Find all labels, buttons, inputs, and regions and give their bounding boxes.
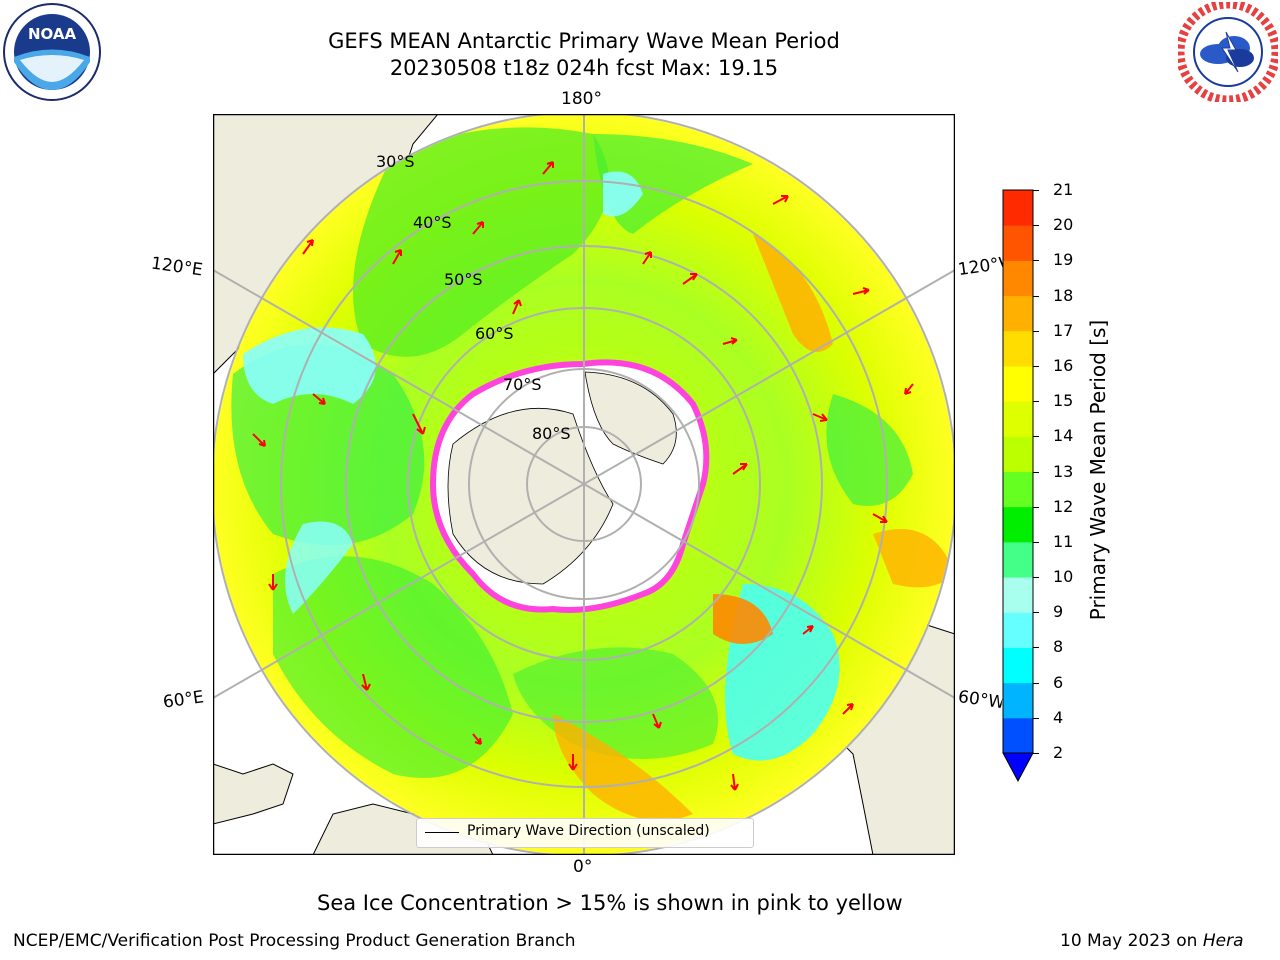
- polar-map: [213, 114, 955, 855]
- wave-arrows: [252, 161, 914, 791]
- footer-credit: NCEP/EMC/Verification Post Processing Pr…: [13, 931, 576, 951]
- map-title: GEFS MEAN Antarctic Primary Wave Mean Pe…: [328, 29, 840, 53]
- map-subtitle: 20230508 t18z 024h fcst Max: 19.15: [389, 56, 779, 80]
- colorbar-tick-mark: [1033, 260, 1039, 262]
- lat-label-30s: 30°S: [376, 152, 415, 171]
- colorbar-cell: [1003, 401, 1033, 437]
- lat-label-80s: 80°S: [532, 424, 571, 443]
- colorbar-cell: [1003, 295, 1033, 332]
- colorbar-tick-label: 11: [1053, 531, 1074, 551]
- colorbar-tick-mark: [1033, 330, 1039, 332]
- colorbar-cell: [1003, 190, 1033, 226]
- colorbar-tick-mark: [1033, 577, 1039, 579]
- lon-label-0: 0°: [573, 857, 593, 877]
- colorbar-tick-label: 19: [1053, 250, 1074, 270]
- colorbar-tick-mark: [1033, 401, 1039, 403]
- colorbar-cell: [1003, 471, 1033, 508]
- colorbar-tick-label: 8: [1053, 637, 1064, 657]
- colorbar-tick-label: 16: [1053, 355, 1074, 375]
- colorbar-tick-label: 4: [1053, 707, 1064, 727]
- colorbar-tick-label: 9: [1053, 602, 1064, 622]
- lon-label-180: 180°: [561, 89, 602, 109]
- colorbar-tick-label: 6: [1053, 672, 1064, 692]
- colorbar-tick-label: 15: [1053, 391, 1074, 411]
- map-legend: Primary Wave Direction (unscaled): [416, 818, 754, 848]
- legend-line-sample: [425, 832, 459, 833]
- lon-label-120e: 120°E: [149, 253, 204, 281]
- colorbar-cell: [1003, 577, 1033, 613]
- colorbar-tick-mark: [1033, 647, 1039, 649]
- colorbar: [1002, 189, 1034, 783]
- legend-text: Primary Wave Direction (unscaled): [467, 823, 710, 839]
- colorbar-tick-label: 14: [1053, 426, 1074, 446]
- ice-caption: Sea Ice Concentration > 15% is shown in …: [317, 891, 903, 915]
- colorbar-cell: [1003, 506, 1033, 543]
- lat-label-40s: 40°S: [413, 213, 452, 232]
- footer-date-text: 10 May 2023 on: [1060, 931, 1203, 951]
- lon-label-60w: 60°W: [956, 687, 1004, 713]
- colorbar-tick-label: 21: [1053, 180, 1074, 199]
- colorbar-tick-mark: [1033, 717, 1039, 719]
- colorbar-tick-label: 20: [1053, 215, 1074, 235]
- colorbar-tick-mark: [1033, 471, 1039, 473]
- colorbar-tick-label: 18: [1053, 285, 1074, 305]
- colorbar-cell: [1003, 260, 1033, 297]
- colorbar-tick-label: 10: [1053, 567, 1074, 587]
- colorbar-cell: [1003, 330, 1033, 367]
- colorbar-tick-mark: [1033, 365, 1039, 367]
- colorbar-tick-mark: [1033, 190, 1039, 191]
- colorbar-tick-mark: [1033, 612, 1039, 614]
- colorbar-cell: [1003, 541, 1033, 578]
- colorbar-tick-label: 12: [1053, 496, 1074, 516]
- footer-machine: Hera: [1202, 931, 1244, 951]
- colorbar-tick-mark: [1033, 295, 1039, 297]
- footer-date: 10 May 2023 on Hera: [1060, 931, 1244, 951]
- colorbar-cell: [1003, 717, 1033, 754]
- colorbar-cell: [1003, 682, 1033, 719]
- colorbar-cell: [1003, 225, 1033, 261]
- lon-label-120w: 120°W: [956, 253, 1006, 281]
- colorbar-label: Primary Wave Mean Period [s]: [1086, 319, 1110, 621]
- noaa-logo-text: NOAA: [28, 25, 77, 43]
- lat-label-50s: 50°S: [444, 270, 483, 289]
- colorbar-cell: [1003, 612, 1033, 648]
- colorbar-tick-mark: [1033, 436, 1039, 438]
- colorbar-tick-mark: [1033, 225, 1039, 227]
- lon-label-60e: 60°E: [161, 687, 206, 713]
- colorbar-tick-mark: [1033, 506, 1039, 508]
- lat-label-60s: 60°S: [475, 324, 514, 343]
- colorbar-cell: [1003, 647, 1033, 684]
- colorbar-tick-label: 13: [1053, 461, 1074, 481]
- colorbar-tick-label: 2: [1053, 743, 1064, 762]
- colorbar-tick-mark: [1033, 753, 1039, 754]
- colorbar-cell: [1003, 436, 1033, 472]
- nws-logo: [1178, 2, 1278, 102]
- colorbar-tick-label: 17: [1053, 320, 1074, 340]
- colorbar-tick-mark: [1033, 541, 1039, 543]
- colorbar-tick-mark: [1033, 682, 1039, 684]
- colorbar-cell: [1003, 365, 1033, 402]
- noaa-logo: NOAA: [3, 3, 101, 101]
- lat-label-70s: 70°S: [503, 375, 542, 394]
